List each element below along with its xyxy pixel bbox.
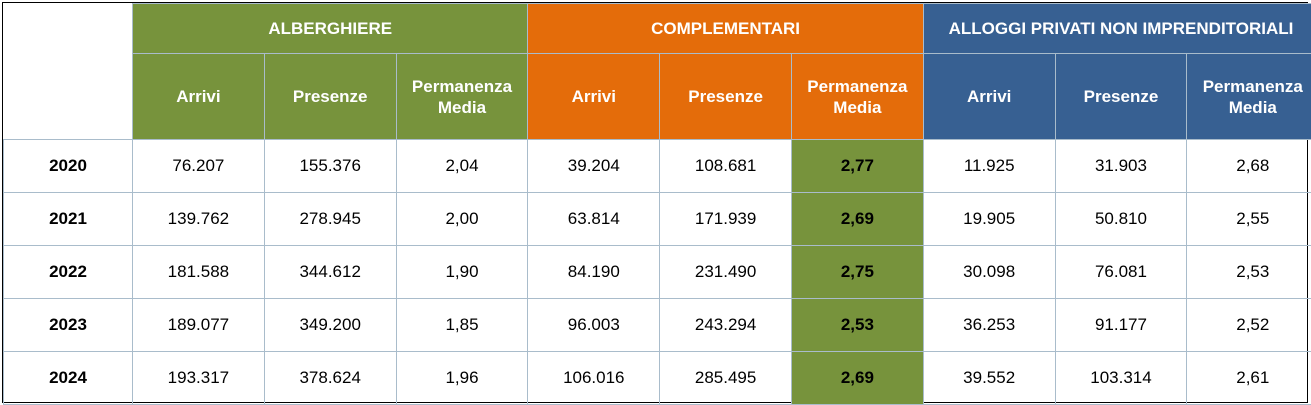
alloggi-presenze-cell: 50.810 bbox=[1054, 192, 1188, 246]
year-cell: 2021 bbox=[3, 192, 133, 246]
alloggi-permanenza-cell: 2,52 bbox=[1186, 298, 1311, 352]
year-cell: 2023 bbox=[3, 298, 133, 352]
alberghiere-permanenza-cell: 1,96 bbox=[395, 351, 529, 405]
col-header-presenze: Presenze bbox=[263, 53, 397, 140]
year-cell: 2024 bbox=[3, 351, 133, 405]
permanenza-line2: Media bbox=[437, 97, 487, 117]
group-header-row: ALBERGHIERE COMPLEMENTARI ALLOGGI PRIVAT… bbox=[3, 3, 1311, 140]
table-row: 2024 193.317 378.624 1,96 106.016 285.49… bbox=[3, 351, 1311, 405]
alberghiere-arrivi-cell: 76.207 bbox=[132, 139, 265, 193]
complementari-presenze-cell: 243.294 bbox=[659, 298, 792, 352]
alberghiere-presenze-cell: 278.945 bbox=[263, 192, 397, 246]
alloggi-arrivi-cell: 11.925 bbox=[922, 139, 1056, 193]
alloggi-arrivi-cell: 36.253 bbox=[922, 298, 1056, 352]
complementari-arrivi-cell: 84.190 bbox=[527, 245, 661, 299]
permanenza-line1: Permanenza bbox=[1202, 76, 1303, 96]
alberghiere-arrivi-cell: 189.077 bbox=[132, 298, 265, 352]
alberghiere-arrivi-cell: 139.762 bbox=[132, 192, 265, 246]
table-row: 2020 76.207 155.376 2,04 39.204 108.681 … bbox=[3, 139, 1311, 193]
alberghiere-arrivi-cell: 181.588 bbox=[132, 245, 265, 299]
complementari-arrivi-cell: 106.016 bbox=[527, 351, 661, 405]
col-header-permanenza: Permanenza Media bbox=[395, 53, 529, 140]
permanenza-line1: Permanenza bbox=[411, 76, 513, 96]
alloggi-arrivi-cell: 30.098 bbox=[922, 245, 1056, 299]
alloggi-presenze-cell: 103.314 bbox=[1054, 351, 1188, 405]
complementari-permanenza-cell: 2,69 bbox=[790, 351, 924, 405]
alberghiere-permanenza-cell: 2,00 bbox=[395, 192, 529, 246]
alloggi-permanenza-cell: 2,53 bbox=[1186, 245, 1311, 299]
alloggi-permanenza-cell: 2,68 bbox=[1186, 139, 1311, 193]
permanenza-line1: Permanenza bbox=[807, 76, 908, 96]
alloggi-presenze-cell: 91.177 bbox=[1054, 298, 1188, 352]
col-header-arrivi: Arrivi bbox=[922, 53, 1056, 140]
col-header-presenze: Presenze bbox=[659, 53, 792, 140]
complementari-arrivi-cell: 96.003 bbox=[527, 298, 661, 352]
alloggi-arrivi-cell: 39.552 bbox=[922, 351, 1056, 405]
alberghiere-presenze-cell: 344.612 bbox=[263, 245, 397, 299]
table-row: 2022 181.588 344.612 1,90 84.190 231.490… bbox=[3, 245, 1311, 299]
col-header-presenze: Presenze bbox=[1054, 53, 1188, 140]
alberghiere-arrivi-cell: 193.317 bbox=[132, 351, 265, 405]
col-header-arrivi: Arrivi bbox=[527, 53, 661, 140]
complementari-permanenza-cell: 2,53 bbox=[790, 298, 924, 352]
col-header-permanenza: Permanenza Media bbox=[790, 53, 924, 140]
complementari-presenze-cell: 231.490 bbox=[659, 245, 792, 299]
group-header-alberghiere: ALBERGHIERE bbox=[131, 3, 529, 54]
group-header-alloggi: ALLOGGI PRIVATI NON IMPRENDITORIALI bbox=[922, 3, 1311, 54]
alloggi-presenze-cell: 31.903 bbox=[1054, 139, 1188, 193]
complementari-presenze-cell: 108.681 bbox=[659, 139, 792, 193]
year-cell: 2022 bbox=[3, 245, 133, 299]
alloggi-arrivi-cell: 19.905 bbox=[922, 192, 1056, 246]
table-row: 2021 139.762 278.945 2,00 63.814 171.939… bbox=[3, 192, 1311, 246]
sub-header-row: Arrivi Presenze Permanenza Media Arrivi P… bbox=[4, 53, 1311, 140]
col-header-permanenza: Permanenza Media bbox=[1186, 53, 1311, 140]
complementari-presenze-cell: 285.495 bbox=[659, 351, 792, 405]
group-header-complementari: COMPLEMENTARI bbox=[527, 3, 924, 54]
alberghiere-presenze-cell: 349.200 bbox=[263, 298, 397, 352]
alloggi-permanenza-cell: 2,61 bbox=[1186, 351, 1311, 405]
alberghiere-permanenza-cell: 1,85 bbox=[395, 298, 529, 352]
corner-cell bbox=[3, 3, 133, 140]
alberghiere-permanenza-cell: 2,04 bbox=[395, 139, 529, 193]
alloggi-presenze-cell: 76.081 bbox=[1054, 245, 1188, 299]
table-row: 2023 189.077 349.200 1,85 96.003 243.294… bbox=[3, 298, 1311, 352]
permanenza-line2: Media bbox=[833, 97, 882, 117]
complementari-permanenza-cell: 2,69 bbox=[790, 192, 924, 246]
alberghiere-presenze-cell: 378.624 bbox=[263, 351, 397, 405]
alberghiere-permanenza-cell: 1,90 bbox=[395, 245, 529, 299]
complementari-arrivi-cell: 63.814 bbox=[527, 192, 661, 246]
complementari-presenze-cell: 171.939 bbox=[659, 192, 792, 246]
col-header-arrivi: Arrivi bbox=[132, 53, 265, 140]
alloggi-permanenza-cell: 2,55 bbox=[1186, 192, 1311, 246]
permanenza-line2: Media bbox=[1228, 97, 1277, 117]
complementari-arrivi-cell: 39.204 bbox=[527, 139, 661, 193]
complementari-permanenza-cell: 2,75 bbox=[790, 245, 924, 299]
year-cell: 2020 bbox=[3, 139, 133, 193]
complementari-permanenza-cell: 2,77 bbox=[790, 139, 924, 193]
tourism-stats-table: ALBERGHIERE COMPLEMENTARI ALLOGGI PRIVAT… bbox=[3, 3, 1311, 405]
alberghiere-presenze-cell: 155.376 bbox=[263, 139, 397, 193]
